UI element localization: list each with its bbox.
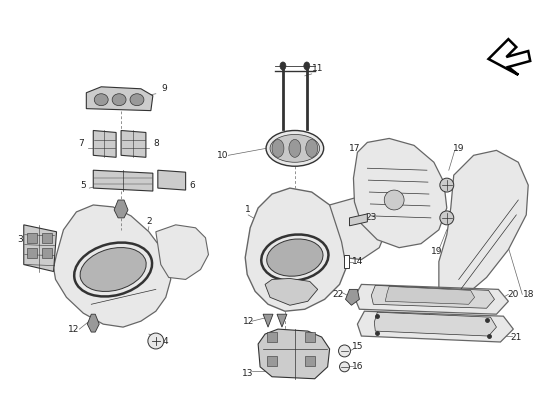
Bar: [305, 332, 315, 342]
Polygon shape: [345, 289, 359, 305]
Ellipse shape: [280, 62, 286, 70]
Text: 19: 19: [453, 144, 464, 153]
Text: 11: 11: [312, 64, 323, 74]
Polygon shape: [94, 130, 116, 157]
Polygon shape: [354, 138, 447, 248]
Polygon shape: [24, 225, 57, 272]
Polygon shape: [371, 286, 494, 308]
Bar: [27, 233, 37, 243]
Text: 5: 5: [80, 181, 86, 190]
Text: 2: 2: [146, 217, 152, 226]
Polygon shape: [114, 200, 128, 218]
Circle shape: [339, 345, 350, 357]
Polygon shape: [245, 188, 348, 311]
Polygon shape: [349, 214, 367, 226]
Ellipse shape: [94, 94, 108, 106]
Text: 19: 19: [431, 247, 443, 256]
Text: 22: 22: [332, 290, 343, 299]
Text: 6: 6: [190, 181, 195, 190]
Circle shape: [440, 178, 454, 192]
Polygon shape: [439, 150, 528, 299]
Polygon shape: [156, 225, 208, 280]
Ellipse shape: [289, 140, 301, 157]
Bar: [42, 233, 52, 243]
Text: 16: 16: [351, 362, 363, 371]
Text: 4: 4: [163, 336, 169, 346]
Polygon shape: [329, 198, 387, 260]
Polygon shape: [263, 314, 273, 327]
Text: 15: 15: [351, 342, 363, 352]
Polygon shape: [94, 170, 153, 191]
Polygon shape: [86, 87, 153, 111]
Polygon shape: [277, 314, 287, 327]
Text: 12: 12: [68, 324, 79, 334]
Circle shape: [148, 333, 164, 349]
Bar: [267, 332, 277, 342]
Text: 13: 13: [243, 369, 254, 378]
Polygon shape: [385, 286, 475, 304]
Polygon shape: [354, 284, 508, 314]
Text: 12: 12: [243, 317, 254, 326]
Ellipse shape: [80, 248, 146, 292]
Polygon shape: [121, 130, 146, 157]
Polygon shape: [87, 314, 99, 332]
Ellipse shape: [266, 130, 323, 166]
Polygon shape: [375, 312, 497, 336]
Circle shape: [384, 190, 404, 210]
Polygon shape: [358, 311, 513, 342]
Ellipse shape: [130, 94, 144, 106]
Polygon shape: [53, 205, 170, 327]
Ellipse shape: [112, 94, 126, 106]
Ellipse shape: [304, 62, 310, 70]
Circle shape: [440, 211, 454, 225]
Polygon shape: [488, 39, 530, 75]
Bar: [267, 356, 277, 366]
Text: 23: 23: [366, 213, 377, 222]
Circle shape: [339, 362, 349, 372]
Polygon shape: [265, 278, 318, 305]
Ellipse shape: [270, 134, 320, 162]
Polygon shape: [344, 255, 349, 268]
Text: 1: 1: [245, 206, 251, 214]
Text: 9: 9: [161, 84, 167, 93]
Ellipse shape: [267, 239, 323, 276]
Text: 18: 18: [522, 290, 534, 299]
Text: 17: 17: [349, 144, 360, 153]
Bar: [42, 248, 52, 258]
Text: 20: 20: [508, 290, 519, 299]
Text: 7: 7: [79, 139, 84, 148]
Text: 14: 14: [352, 257, 363, 266]
Text: 3: 3: [17, 235, 23, 244]
Bar: [305, 356, 315, 366]
Ellipse shape: [272, 140, 284, 157]
Text: 8: 8: [153, 139, 159, 148]
Ellipse shape: [306, 140, 318, 157]
Text: 21: 21: [510, 332, 522, 342]
Bar: [27, 248, 37, 258]
Polygon shape: [258, 329, 329, 379]
Polygon shape: [158, 170, 186, 190]
Text: 10: 10: [217, 151, 228, 160]
